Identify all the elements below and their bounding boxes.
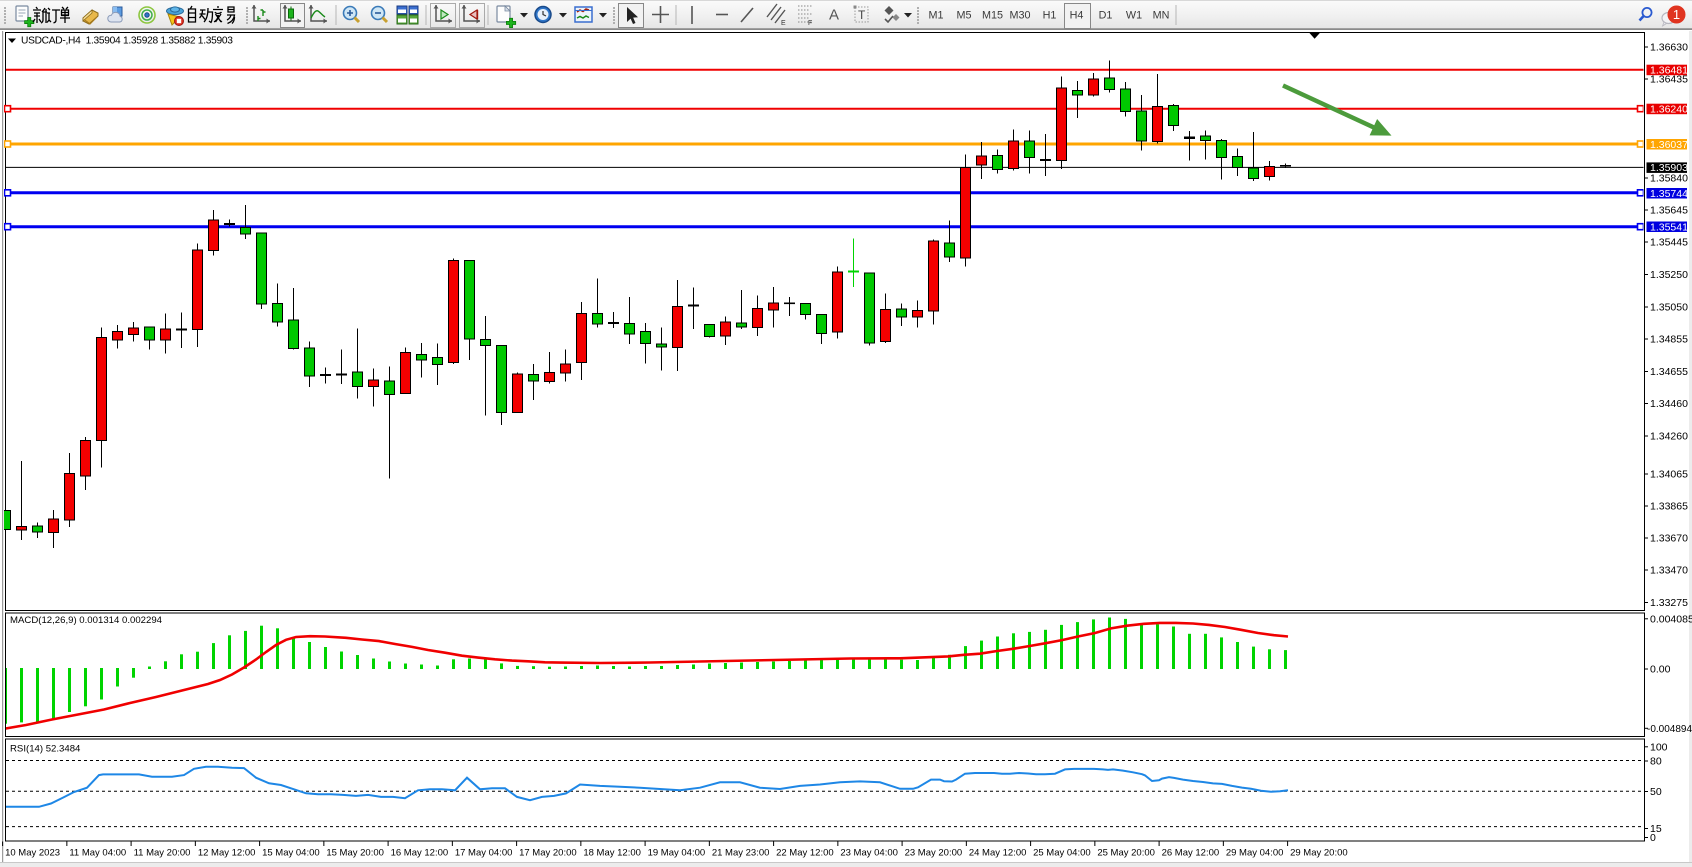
svg-text:1.35541: 1.35541 <box>1650 221 1688 233</box>
svg-text:MACD(12,26,9) 0.001314 0.00229: MACD(12,26,9) 0.001314 0.002294 <box>10 615 163 626</box>
svg-text:23 May 20:00: 23 May 20:00 <box>905 848 963 859</box>
svg-text:M15: M15 <box>982 10 1003 22</box>
svg-text:W1: W1 <box>1126 10 1142 22</box>
svg-text:1.33865: 1.33865 <box>1650 501 1688 513</box>
svg-text:1.35050: 1.35050 <box>1650 302 1688 314</box>
svg-text:0.004085: 0.004085 <box>1650 613 1692 625</box>
svg-text:1.33470: 1.33470 <box>1650 565 1688 577</box>
svg-text:D1: D1 <box>1099 10 1113 22</box>
svg-text:1.35744: 1.35744 <box>1650 188 1688 200</box>
svg-text:29 May 04:00: 29 May 04:00 <box>1226 848 1284 859</box>
svg-text:100: 100 <box>1650 741 1668 753</box>
svg-text:12 May 12:00: 12 May 12:00 <box>198 848 256 859</box>
svg-text:1.35445: 1.35445 <box>1650 237 1688 249</box>
svg-text:15 May 20:00: 15 May 20:00 <box>326 848 384 859</box>
svg-text:H1: H1 <box>1043 10 1057 22</box>
svg-text:1.35903: 1.35903 <box>1650 162 1688 174</box>
svg-text:1.36481: 1.36481 <box>1650 65 1688 77</box>
svg-text:18 May 12:00: 18 May 12:00 <box>583 848 641 859</box>
svg-text:USDCAD-,H4 1.35904 1.35928 1.: USDCAD-,H4 1.35904 1.35928 1.35882 1.359… <box>21 36 233 47</box>
svg-text:80: 80 <box>1650 756 1662 768</box>
svg-text:E: E <box>781 20 786 27</box>
svg-text:H4: H4 <box>1070 10 1084 22</box>
svg-text:17 May 04:00: 17 May 04:00 <box>455 848 513 859</box>
svg-text:1.34655: 1.34655 <box>1650 366 1688 378</box>
svg-text:1.33275: 1.33275 <box>1650 597 1688 609</box>
svg-text:21 May 23:00: 21 May 23:00 <box>712 848 770 859</box>
svg-text:19 May 04:00: 19 May 04:00 <box>648 848 706 859</box>
svg-text:1.35840: 1.35840 <box>1650 173 1688 185</box>
svg-text:1.36630: 1.36630 <box>1650 42 1688 54</box>
svg-text:MN: MN <box>1153 10 1170 22</box>
svg-text:-0.004894: -0.004894 <box>1647 724 1692 735</box>
svg-text:10 May 2023: 10 May 2023 <box>5 848 60 859</box>
svg-text:1.34065: 1.34065 <box>1650 469 1688 481</box>
svg-text:11 May 20:00: 11 May 20:00 <box>134 848 191 859</box>
svg-text:0.00: 0.00 <box>1650 664 1671 676</box>
svg-text:1.34460: 1.34460 <box>1650 398 1688 410</box>
svg-text:1.33670: 1.33670 <box>1650 533 1688 545</box>
svg-text:23 May 04:00: 23 May 04:00 <box>840 848 898 859</box>
svg-text:T: T <box>858 8 866 22</box>
svg-text:M1: M1 <box>929 10 944 22</box>
svg-text:M5: M5 <box>957 10 972 22</box>
svg-text:M30: M30 <box>1009 10 1030 22</box>
svg-text:50: 50 <box>1650 786 1662 798</box>
svg-text:1: 1 <box>1673 7 1680 22</box>
svg-text:25 May 20:00: 25 May 20:00 <box>1097 848 1155 859</box>
svg-text:F: F <box>808 20 812 27</box>
svg-text:0: 0 <box>1650 832 1656 844</box>
svg-text:RSI(14) 52.3484: RSI(14) 52.3484 <box>10 744 81 755</box>
svg-text:1.35645: 1.35645 <box>1650 205 1688 217</box>
svg-text:1.36240: 1.36240 <box>1650 104 1688 116</box>
svg-text:1.36037: 1.36037 <box>1650 139 1688 151</box>
svg-text:15: 15 <box>1650 823 1662 835</box>
svg-text:26 May 12:00: 26 May 12:00 <box>1162 848 1220 859</box>
svg-text:1.35250: 1.35250 <box>1650 269 1688 281</box>
svg-text:15 May 04:00: 15 May 04:00 <box>262 848 320 859</box>
svg-text:17 May 20:00: 17 May 20:00 <box>519 848 577 859</box>
svg-text:25 May 04:00: 25 May 04:00 <box>1033 848 1091 859</box>
svg-text:16 May 12:00: 16 May 12:00 <box>391 848 449 859</box>
svg-text:1.34260: 1.34260 <box>1650 431 1688 443</box>
svg-text:29 May 20:00: 29 May 20:00 <box>1290 848 1348 859</box>
svg-text:24 May 12:00: 24 May 12:00 <box>969 848 1027 859</box>
svg-text:22 May 12:00: 22 May 12:00 <box>776 848 834 859</box>
svg-text:1.36435: 1.36435 <box>1650 74 1688 86</box>
svg-text:11 May 04:00: 11 May 04:00 <box>69 848 126 859</box>
svg-text:A: A <box>829 7 839 24</box>
svg-text:1.34855: 1.34855 <box>1650 334 1688 346</box>
